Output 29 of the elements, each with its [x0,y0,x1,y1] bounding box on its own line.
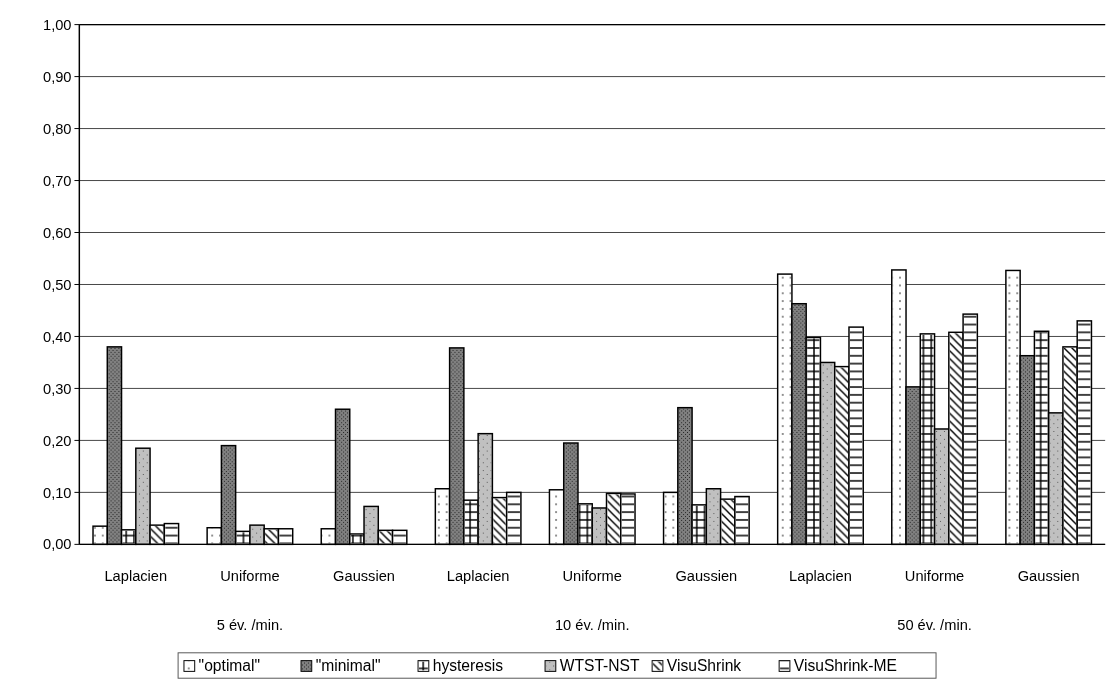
x-tick-label: Laplacien [104,568,168,585]
x-tick-label: Uniforme [562,568,622,585]
x-tick-label: Uniforme [904,568,965,585]
y-tick-label: 0,20 [43,432,72,449]
text: 10 év. /min. [554,617,630,634]
y-tick-label: 0,50 [43,276,72,293]
y-tick-label: 0,90 [43,68,72,85]
legend-label: hysteresis [432,657,504,675]
x-tick-label: Gaussien [675,568,738,585]
x-tick-label: Laplacien [789,568,852,585]
legend-label: VisuShrink-ME [793,657,897,675]
y-tick-label: 0,00 [43,536,72,553]
y-tick-label: 1,00 [43,16,72,33]
x-tick-label: Laplacien [446,568,510,585]
legend-label: "optimal" [198,657,261,675]
x-tick-label: Uniforme [220,568,280,585]
y-tick-label: 0,30 [43,380,72,397]
y-tick-label: 0,40 [43,328,72,345]
text: 50 év. /min. [897,617,972,634]
legend-label: "minimal" [315,657,381,675]
y-tick-label: 0,60 [43,224,72,241]
legend-label: WTST-NST [559,657,641,675]
y-tick-label: 0,80 [43,120,72,137]
x-tick-label: Gaussien [333,568,395,585]
y-tick-label: 0,10 [43,484,72,501]
text: 5 év. /min. [216,617,284,634]
x-tick-label: Gaussien [1017,568,1080,585]
y-tick-label: 0,70 [43,172,72,189]
legend-label: VisuShrink [666,657,742,675]
